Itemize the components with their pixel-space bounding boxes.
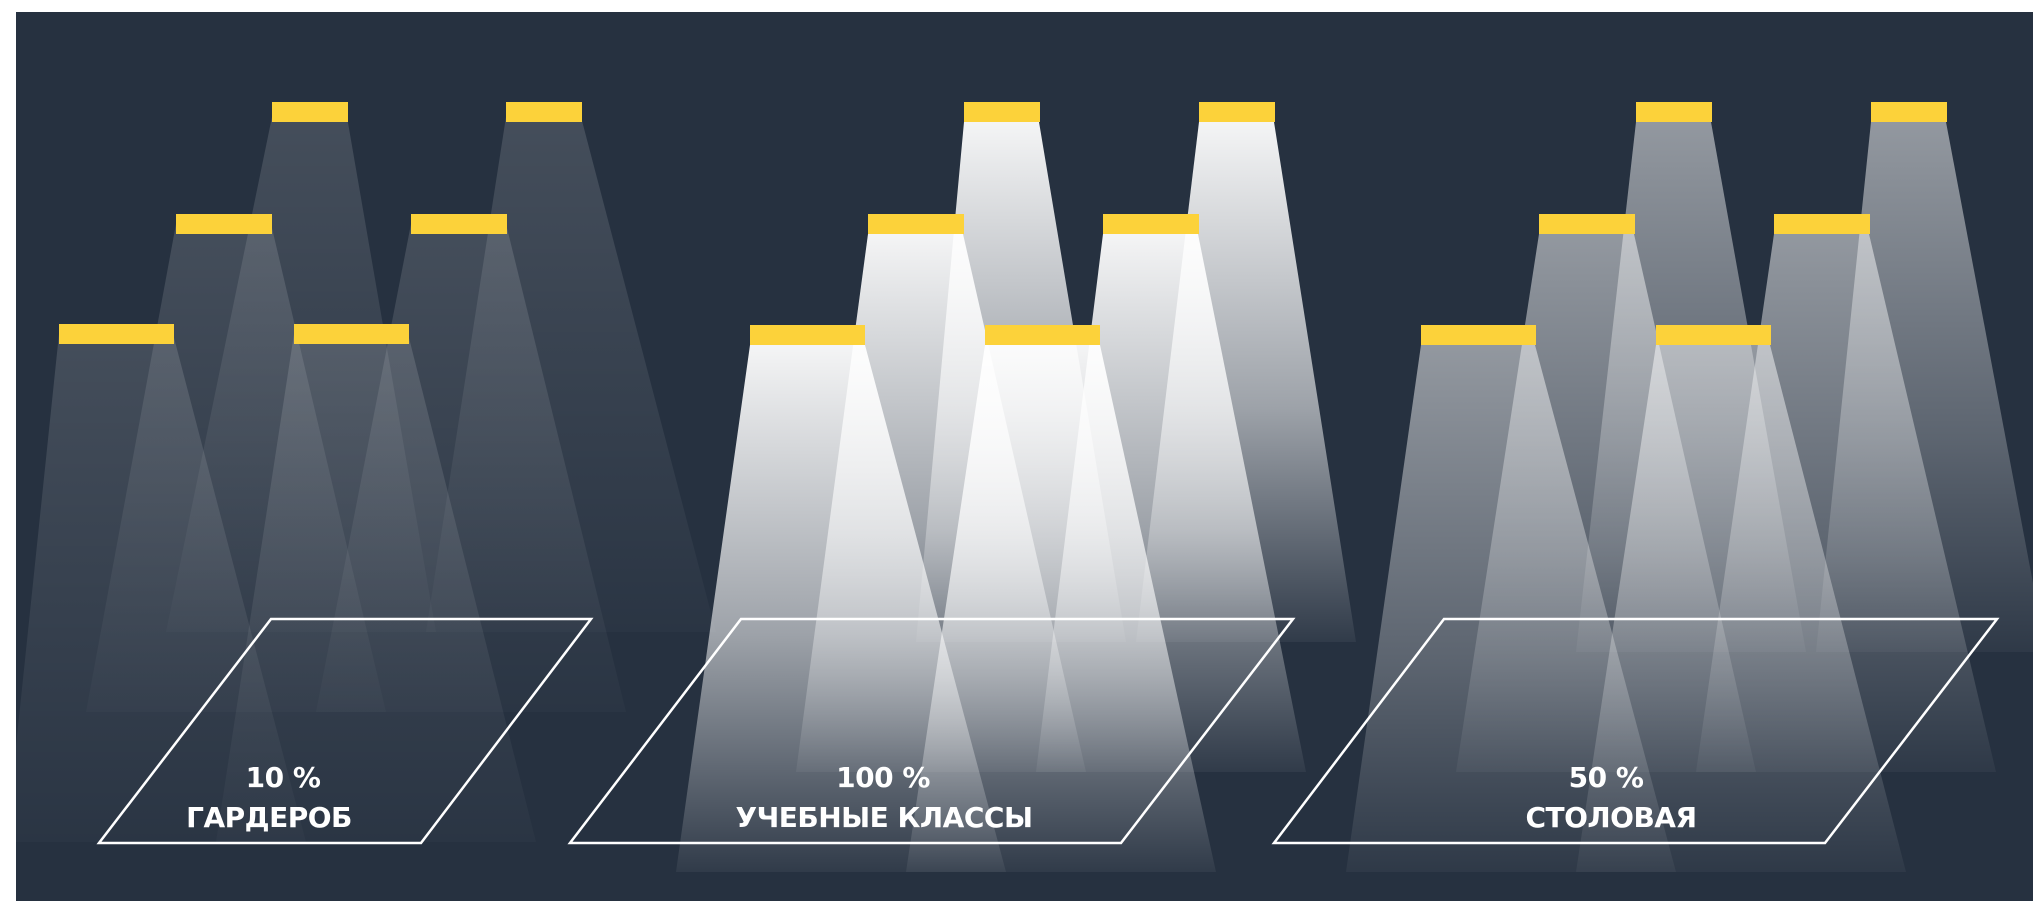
lamp-icon xyxy=(750,325,865,345)
light-beams-stolovaya xyxy=(1346,122,2033,872)
lamp-icon xyxy=(59,324,174,344)
lamp-icon xyxy=(272,102,348,122)
lamp-icon xyxy=(1539,214,1635,234)
lighting-scene: 10 % ГАРДЕРОБ 100 % УЧЕ xyxy=(16,102,2033,872)
zone-stolovaya: 50 % СТОЛОВАЯ xyxy=(1271,102,2033,872)
lighting-zones-diagram: 10 % ГАРДЕРОБ 100 % УЧЕ xyxy=(16,12,2033,901)
lamp-icon xyxy=(1636,102,1712,122)
lamp-icon xyxy=(868,214,964,234)
floor-outline-gardrob xyxy=(96,617,594,845)
lamp-icon xyxy=(1421,325,1536,345)
zone-name-stolovaya: СТОЛОВАЯ xyxy=(1525,801,1696,834)
zone-name-classes: УЧЕБНЫЕ КЛАССЫ xyxy=(736,801,1033,834)
zone-classes: 100 % УЧЕБНЫЕ КЛАССЫ xyxy=(567,102,1356,872)
lamp-icon xyxy=(964,102,1040,122)
light-beams-classes xyxy=(676,122,1356,872)
lamp-icon xyxy=(1103,214,1199,234)
zone-percent-stolovaya: 50 % xyxy=(1569,761,1644,794)
zone-name-gardrob: ГАРДЕРОБ xyxy=(186,801,352,834)
lamp-icon xyxy=(985,325,1100,345)
lamps-stolovaya xyxy=(1421,102,1947,345)
zone-percent-classes: 100 % xyxy=(836,761,930,794)
lamp-icon xyxy=(1871,102,1947,122)
floor-outline-classes xyxy=(567,617,1296,845)
floor-outline-stolovaya xyxy=(1271,617,2000,845)
lamps-gardrob xyxy=(59,102,582,344)
light-beams-gardrob xyxy=(16,117,716,842)
lamp-icon xyxy=(176,214,272,234)
lamp-icon xyxy=(1656,325,1771,345)
lamp-icon xyxy=(1199,102,1275,122)
lamp-icon xyxy=(506,102,582,122)
lamp-icon xyxy=(411,214,507,234)
lamp-icon xyxy=(294,324,409,344)
lamps-classes xyxy=(750,102,1275,345)
lamp-icon xyxy=(1774,214,1870,234)
zone-gardrob: 10 % ГАРДЕРОБ xyxy=(16,102,716,845)
zone-percent-gardrob: 10 % xyxy=(246,761,321,794)
